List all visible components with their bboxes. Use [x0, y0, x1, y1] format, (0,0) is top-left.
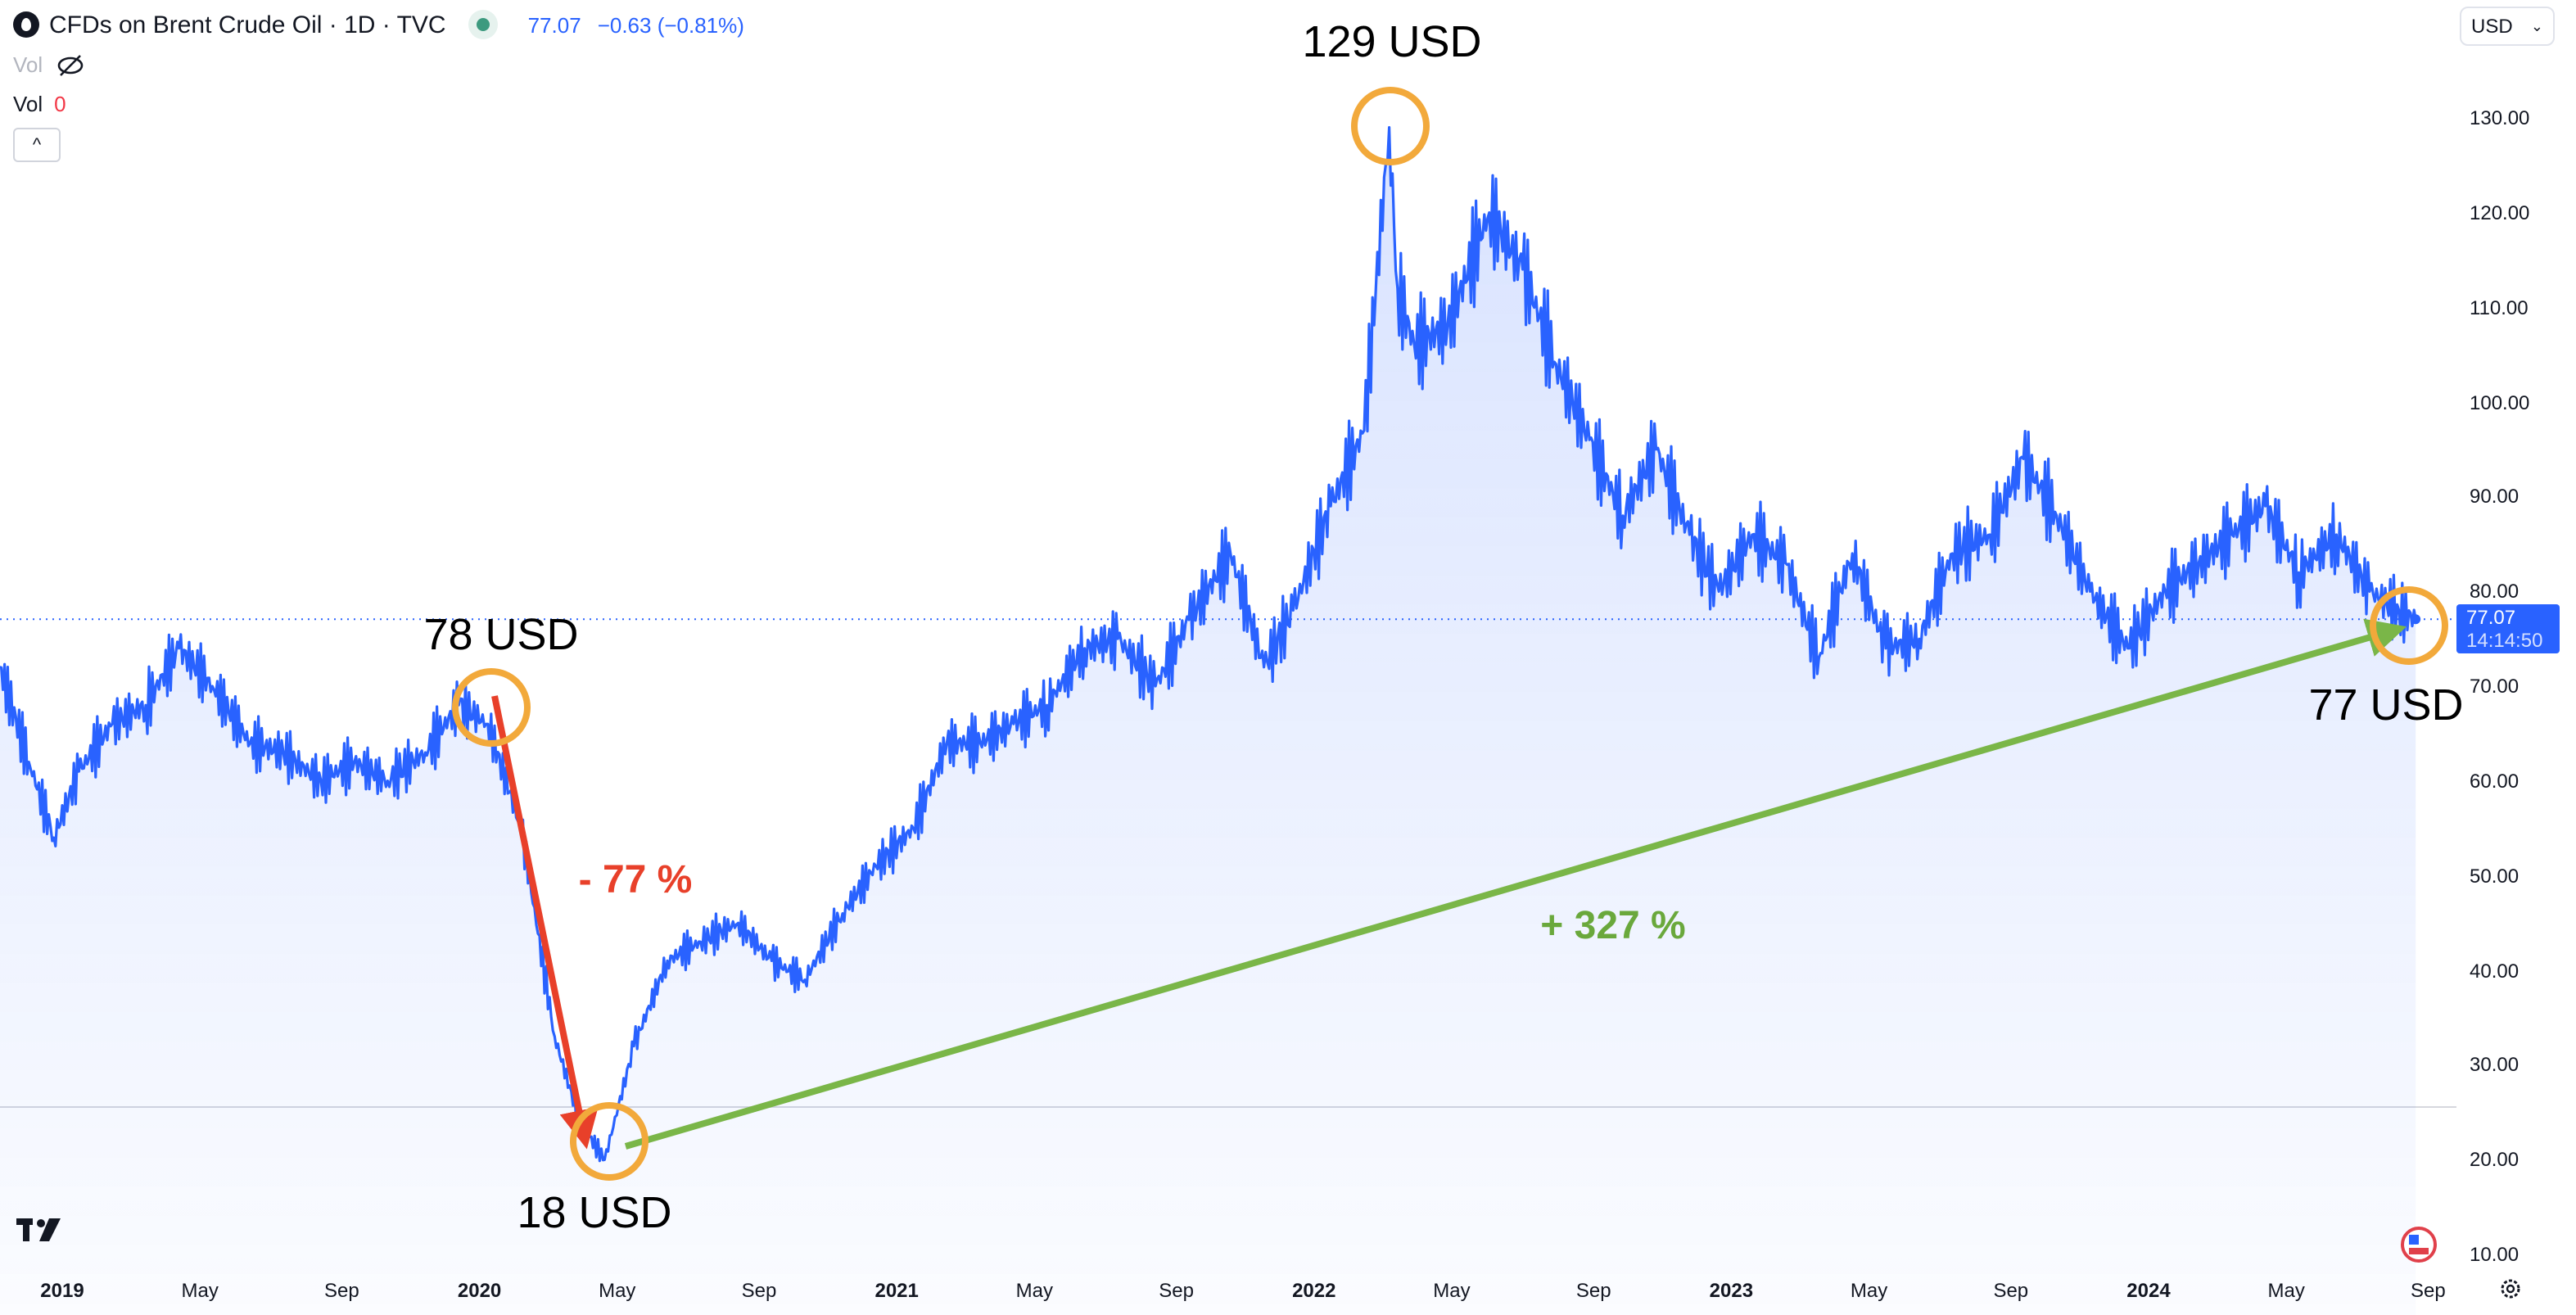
last-price: 77.07: [527, 12, 581, 37]
x-tick-label: 2022: [1292, 1279, 1336, 1302]
vol-label: Vol: [13, 92, 43, 116]
y-tick-label: 130.00: [2470, 106, 2530, 129]
oil-drop-icon: [13, 11, 39, 38]
y-tick-label: 120.00: [2470, 201, 2530, 224]
chart-legend: CFDs on Brent Crude Oil · 1D · TVC 77.07…: [13, 10, 744, 39]
x-tick-label: 2019: [40, 1279, 84, 1302]
vol-hidden-label: Vol: [13, 52, 43, 77]
y-tick-label: 90.00: [2470, 485, 2520, 508]
y-tick-label: 10.00: [2470, 1243, 2520, 1266]
rise-percentage: + 327 %: [1540, 904, 1686, 948]
highlight-circle-2020-low[interactable]: [570, 1102, 649, 1181]
x-tick-label: 2020: [457, 1279, 502, 1302]
x-tick-label: Sep: [1159, 1279, 1194, 1302]
price-line: [0, 126, 2417, 1163]
gear-icon[interactable]: [2499, 1277, 2522, 1300]
y-tick-label: 60.00: [2470, 769, 2520, 793]
tradingview-logo[interactable]: [16, 1218, 69, 1245]
last-price-dot: [2411, 614, 2421, 625]
annotation-2020-high: 78 USD: [423, 610, 579, 659]
y-tick-label: 40.00: [2470, 959, 2520, 982]
annotation-2022-peak: 129 USD: [1302, 17, 1482, 66]
annotation-current: 77 USD: [2308, 680, 2464, 730]
annotation-2020-low: 18 USD: [517, 1188, 672, 1237]
x-tick-label: May: [2267, 1279, 2305, 1302]
x-tick-label: May: [1015, 1279, 1054, 1302]
currency-value: USD: [2471, 15, 2513, 38]
highlight-circle-2022-peak[interactable]: [1351, 87, 1430, 165]
x-tick-label: Sep: [324, 1279, 359, 1302]
y-tick-label: 100.00: [2470, 391, 2530, 413]
y-tick-label: 80.00: [2470, 580, 2520, 603]
drop-percentage: - 77 %: [578, 858, 693, 902]
y-tick-label: 50.00: [2470, 864, 2520, 888]
x-tick-label: Sep: [1575, 1279, 1611, 1302]
collapse-legend-button[interactable]: ^: [13, 128, 61, 162]
y-tick-label: 70.00: [2470, 675, 2520, 698]
price-change: −0.63 (−0.81%): [597, 12, 744, 37]
currency-select[interactable]: USD ⌄: [2460, 7, 2555, 46]
highlight-circle-2020-high[interactable]: [452, 668, 531, 747]
x-tick-label: 2021: [874, 1279, 919, 1302]
market-status-icon[interactable]: [468, 10, 499, 39]
x-tick-label: May: [1433, 1279, 1471, 1302]
y-tick-label: 110.00: [2470, 296, 2529, 319]
bar-countdown: 14:14:50: [2466, 629, 2543, 652]
x-tick-label: May: [1850, 1279, 1888, 1302]
price-area-fill: [0, 127, 2416, 1315]
vol-value: 0: [54, 92, 66, 116]
x-tick-label: Sep: [741, 1279, 777, 1302]
price-label-value: 77.07: [2466, 606, 2516, 629]
last-price-label: 77.07 14:14:50: [2456, 604, 2560, 653]
x-tick-label: May: [599, 1279, 636, 1302]
rise-arrow[interactable]: [624, 618, 2407, 1150]
y-tick-label: 20.00: [2470, 1148, 2520, 1172]
chevron-down-icon: ⌄: [2530, 17, 2543, 34]
x-tick-label: 2024: [2126, 1279, 2171, 1302]
y-tick-label: 30.00: [2470, 1053, 2520, 1077]
highlight-circle-current[interactable]: [2370, 586, 2448, 665]
x-tick-label: Sep: [2411, 1279, 2446, 1302]
drop-arrow[interactable]: [491, 695, 599, 1150]
x-tick-label: Sep: [1993, 1279, 2029, 1302]
x-tick-label: 2023: [1709, 1279, 1754, 1302]
us-flag-icon[interactable]: [2401, 1227, 2437, 1263]
x-tick-label: May: [181, 1279, 219, 1302]
eye-crossed-icon[interactable]: [56, 53, 85, 76]
symbol-title[interactable]: CFDs on Brent Crude Oil · 1D · TVC: [49, 11, 446, 38]
